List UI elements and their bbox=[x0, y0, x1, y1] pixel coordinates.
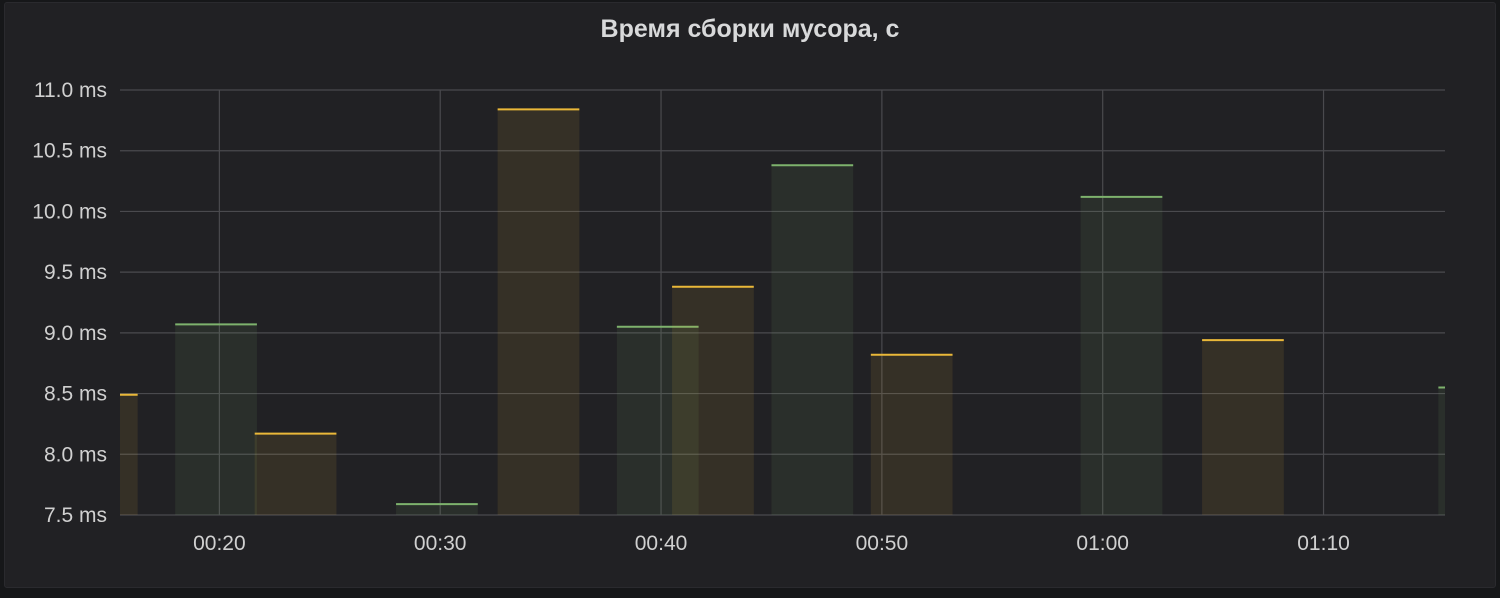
panel-title[interactable]: Время сборки мусора, с bbox=[600, 15, 900, 43]
y-tick-label: 10.0 ms bbox=[32, 200, 107, 223]
x-tick-label: 01:10 bbox=[1297, 532, 1350, 555]
bar-series-1 bbox=[1438, 387, 1445, 515]
y-tick-label: 11.0 ms bbox=[34, 79, 107, 102]
bar-series-2 bbox=[672, 286, 754, 515]
bar-series-1 bbox=[396, 504, 478, 515]
bar-series-2 bbox=[497, 109, 580, 515]
x-tick-label: 01:00 bbox=[1076, 532, 1129, 555]
y-tick-label: 8.5 ms bbox=[44, 383, 107, 406]
bar-series-1 bbox=[771, 165, 854, 516]
x-tick-label: 00:30 bbox=[414, 532, 467, 555]
bar-series-1 bbox=[1080, 196, 1163, 515]
bar-series-2 bbox=[254, 433, 337, 515]
x-tick-label: 00:20 bbox=[193, 532, 246, 555]
x-tick-label: 00:40 bbox=[635, 532, 688, 555]
y-tick-label: 8.0 ms bbox=[44, 443, 107, 466]
y-tick-label: 10.5 ms bbox=[32, 140, 107, 163]
bar-series-2 bbox=[120, 394, 138, 515]
y-tick-label: 9.5 ms bbox=[44, 261, 107, 284]
bar-series-1 bbox=[175, 324, 257, 515]
bar-series-1 bbox=[616, 326, 699, 515]
x-tick-label: 00:50 bbox=[856, 532, 909, 555]
bar-series-2 bbox=[1202, 340, 1284, 515]
y-tick-label: 7.5 ms bbox=[44, 504, 107, 527]
y-tick-label: 9.0 ms bbox=[44, 322, 107, 345]
chart-panel: Время сборки мусора, с bbox=[4, 2, 1496, 588]
bar-series-2 bbox=[870, 354, 953, 515]
